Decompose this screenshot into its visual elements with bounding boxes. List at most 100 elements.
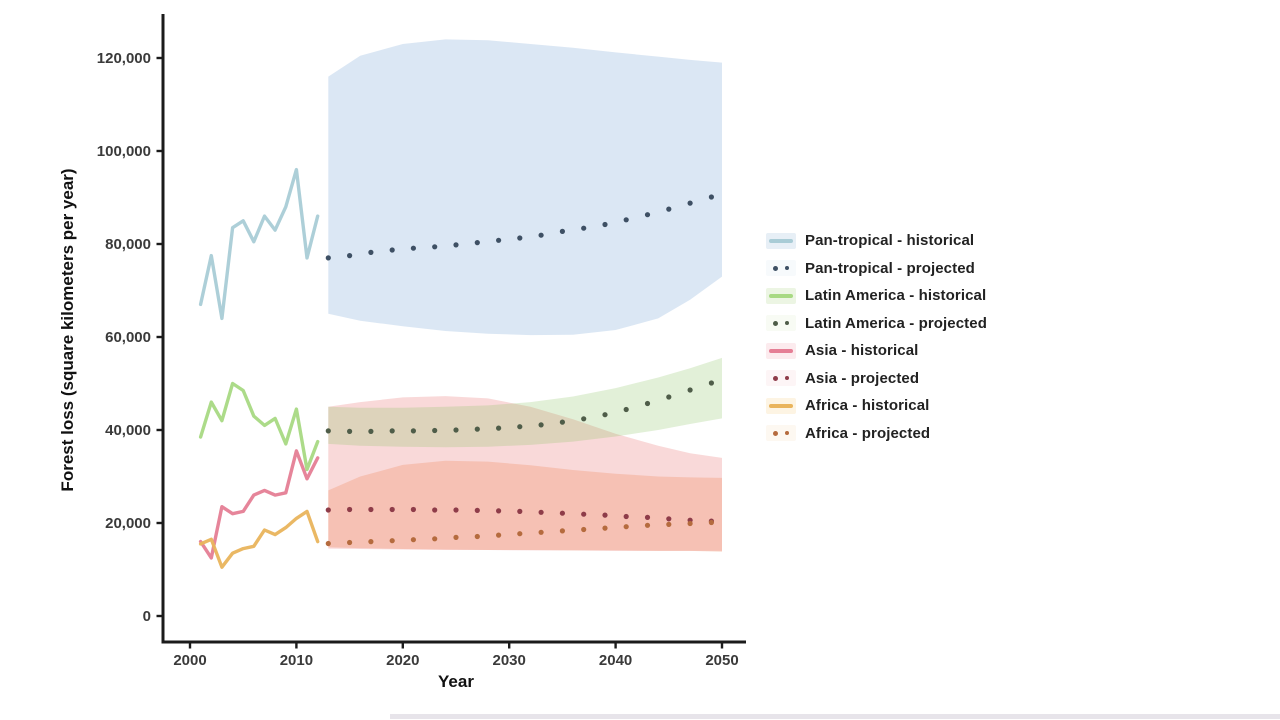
y-tick-label: 0 [143,608,151,625]
series-latin-america-projected-point [644,400,651,407]
series-pan-tropical-projected-point [474,240,480,246]
legend: Pan-tropical - historical Pan-tropical - … [766,227,987,447]
legend-item: Africa - historical [766,392,987,420]
y-tick-label: 20,000 [105,515,151,532]
series-pan-tropical-projected-point [644,212,651,218]
series-africa-projected-point [687,520,693,527]
legend-key-dots-icon [766,425,796,442]
y-axis-title: Forest loss (square kilometers per year) [58,168,77,492]
y-tick-label: 80,000 [105,236,151,253]
series-latin-america-projected-point [666,394,672,400]
series-asia-projected-point [325,507,331,513]
x-tick-label: 2020 [386,652,419,669]
y-tick-label: 60,000 [105,329,151,346]
series-pan-tropical-projected-point [623,217,629,223]
series-asia-projected-point [644,514,651,521]
y-tick-label: 40,000 [105,422,151,439]
series-asia-projected-point [389,506,395,513]
series-asia-projected-point [602,512,608,518]
series-pan-tropical-projected-point [687,200,693,206]
series-africa-projected-point [666,521,672,528]
series-africa-projected-point [559,528,566,534]
series-pan-tropical-projected-point [708,194,715,200]
series-asia-projected-point [474,507,480,513]
legend-key-dots-icon [766,260,796,277]
series-africa-projected-point [708,519,715,526]
series-latin-america-projected-point [559,419,566,425]
series-latin-america-projected-point [496,425,502,431]
legend-item: Latin America - historical [766,282,987,310]
series-africa-projected-point [410,537,416,543]
legend-item: Asia - historical [766,337,987,365]
series-africa-projected-point [347,539,353,546]
series-pan-tropical-projected-point [453,242,459,248]
series-pan-tropical-projected-point [581,225,587,231]
legend-key-line-icon [766,287,796,304]
series-latin-america-projected-point [410,428,416,434]
series-asia-projected-point [410,506,416,513]
x-tick-label: 2030 [493,652,526,669]
legend-item: Latin America - projected [766,310,987,338]
series-pan-tropical-projected-point [389,247,395,253]
series-latin-america-projected-point [538,422,544,428]
series-latin-america-projected-point [602,412,608,418]
legend-item: Pan-tropical - projected [766,255,987,283]
legend-item: Asia - projected [766,365,987,393]
series-latin-america-projected-point [517,424,523,430]
series-latin-america-projected-point [325,428,331,434]
series-asia-projected-point [453,507,459,513]
series-africa-projected-point [581,526,587,533]
series-asia-projected-point [581,511,587,517]
legend-item: Pan-tropical - historical [766,227,987,255]
x-tick-label: 2010 [280,652,313,669]
series-africa-historical [198,509,320,569]
legend-label: Asia - projected [805,369,920,387]
series-pan-tropical-projected-point [410,245,416,251]
legend-label: Pan-tropical - historical [805,232,975,250]
series-pan-tropical-projected-point [432,244,438,250]
legend-label: Africa - projected [805,424,931,442]
legend-key-line-icon [766,342,796,359]
legend-label: Latin America - historical [805,287,987,305]
series-africa-projected-point [538,529,544,535]
legend-label: Pan-tropical - projected [805,259,975,277]
legend-key-dots-icon [766,315,796,332]
series-asia-projected-point [432,507,438,513]
series-asia-projected-point [559,510,566,516]
series-africa-projected-point [368,539,374,545]
band-asia-projection-interval [328,396,722,551]
series-latin-america-projected-point [581,416,587,422]
series-asia-projected-point [538,509,544,515]
series-africa-projected-point [474,533,480,540]
series-pan-tropical-projected-point [666,206,672,212]
series-pan-tropical-projected-point [538,232,544,238]
series-africa-projected-point [644,522,651,528]
series-latin-america-projected-point [389,428,395,434]
series-latin-america-projected-point [687,387,693,393]
series-pan-tropical-historical [198,167,320,321]
series-africa-projected-point [496,532,502,538]
legend-label: Latin America - projected [805,314,987,332]
legend-label: Africa - historical [805,397,930,415]
band-pan-tropical-projection-interval [328,39,722,336]
series-pan-tropical-projected-point [325,255,331,261]
legend-item: Africa - projected [766,420,987,448]
y-tick-label: 100,000 [97,143,151,160]
series-africa-projected-point [453,534,459,541]
legend-key-line-icon [766,232,796,249]
series-latin-america-projected-point [623,406,629,413]
series-latin-america-projected-point [432,427,438,434]
x-axis-title: Year [438,672,474,691]
series-africa-projected-point [389,538,395,544]
series-pan-tropical-projected-point [368,249,374,255]
series-asia-projected-point [347,506,353,513]
legend-key-dots-icon [766,370,796,387]
series-latin-america-projected-point [453,427,459,433]
series-asia-projected-point [623,513,629,520]
series-pan-tropical-projected-point [347,253,353,259]
series-latin-america-historical [198,381,320,472]
x-tick-label: 2040 [599,652,632,669]
y-tick-label: 120,000 [97,50,151,67]
